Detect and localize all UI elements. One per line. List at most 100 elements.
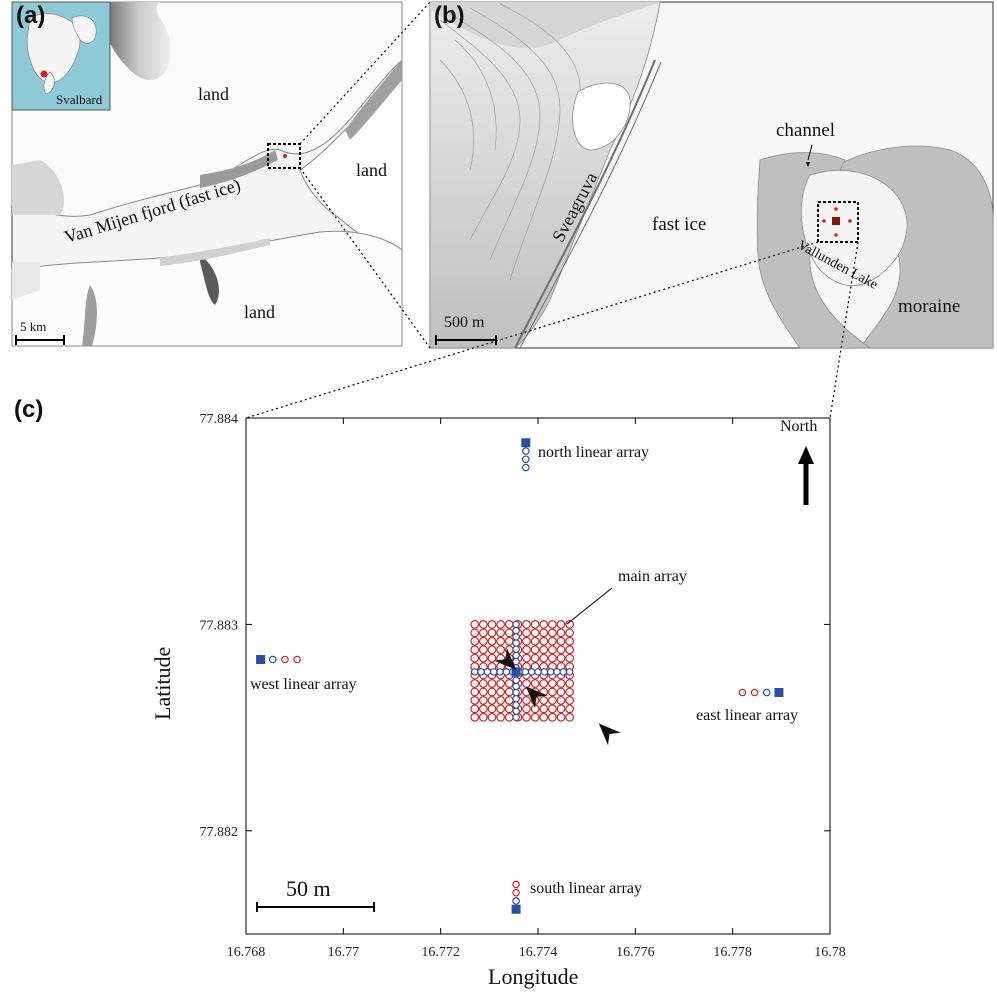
x-axis-label: Longitude — [488, 964, 579, 989]
main-array-sensor — [539, 712, 549, 722]
main-array-sensor — [547, 645, 557, 655]
north-label: North — [780, 418, 818, 435]
main-array-sensor — [478, 645, 488, 655]
x-tick-label: 16.776 — [616, 945, 655, 960]
x-tick-label: 16.778 — [713, 945, 752, 960]
sensor-array-chart: 16.768 16.77 16.772 16.774 16.776 16.778 16.78… — [200, 412, 846, 960]
main-array-sensor — [547, 695, 557, 705]
y-tick-label: 77.884 — [200, 412, 239, 427]
cross-sensor-ew — [502, 668, 511, 676]
x-tick-label: 16.774 — [519, 945, 558, 960]
main-array-sensor — [496, 620, 506, 629]
cross-sensor-ns — [512, 688, 520, 697]
scale-bar-b — [435, 335, 497, 345]
cross-sensor-ns — [512, 639, 520, 647]
linear-array-square — [511, 904, 521, 914]
main-array-sensor — [478, 712, 488, 722]
main-array-sensor — [530, 712, 540, 722]
x-axis-ticks: 16.768 16.77 16.772 16.774 16.776 16.778 16.78 — [227, 418, 846, 960]
label-north-array: north linear array — [538, 444, 650, 461]
scale-label-b: 500 m — [444, 314, 485, 331]
main-array-sensor — [547, 628, 557, 638]
main-array-sensor — [539, 704, 549, 714]
linear-array-sensor — [522, 455, 530, 464]
main-array-sensor — [530, 679, 540, 688]
main-array-sensor — [470, 695, 480, 705]
main-array-sensor — [522, 653, 531, 663]
main-array-sensor — [565, 704, 575, 714]
main-array-sensor — [522, 695, 531, 705]
main-array-sensor — [487, 636, 497, 646]
main-array-sensor — [556, 704, 566, 714]
cross-sensor-ns — [512, 645, 520, 653]
scale-label-a: 5 km — [20, 319, 47, 334]
main-array-sensor — [504, 620, 514, 629]
main-array-sensor — [530, 653, 540, 663]
y-axis-ticks: 77.882 77.883 77.884 — [200, 412, 830, 840]
linear-array-sensor — [281, 655, 289, 664]
main-array-sensor — [547, 679, 557, 688]
label-south-array: south linear array — [530, 880, 642, 897]
main-array-sensor — [565, 695, 575, 705]
panel-b-map — [429, 1, 994, 349]
cross-sensor-ns — [512, 651, 520, 660]
label-east-array: east linear array — [696, 707, 799, 724]
linear-array-sensor — [512, 888, 520, 897]
main-array-sensor — [496, 687, 506, 697]
main-array-sensor — [556, 695, 566, 705]
linear-array-square — [256, 654, 266, 664]
main-array-sensor — [547, 704, 557, 714]
cross-sensor-ns — [512, 682, 520, 691]
linear-array-sensor — [522, 463, 530, 472]
main-array-sensor — [556, 712, 566, 722]
main-array-sensor — [539, 695, 549, 705]
main-array-sensor — [565, 712, 575, 722]
cross-sensor-ns — [512, 657, 520, 666]
cross-sensor-ew — [527, 668, 536, 676]
main-array-sensor — [547, 687, 557, 697]
cross-sensor-ew — [540, 668, 549, 676]
main-array-sensor — [522, 645, 531, 655]
main-array-sensor — [556, 687, 566, 697]
scale-bar-c — [256, 902, 375, 912]
main-array-sensor — [478, 704, 488, 714]
panel-label-a: (a) — [16, 2, 46, 29]
main-array-sensor — [522, 712, 531, 722]
main-array-sensor — [547, 636, 557, 646]
main-array-sensor — [470, 704, 480, 714]
main-array-sensor — [470, 645, 480, 655]
main-array-sensor — [496, 636, 506, 646]
main-array-sensor — [565, 687, 575, 697]
main-array-sensor — [496, 645, 506, 655]
x-tick-label: 16.77 — [328, 945, 360, 960]
svalbard-inset-label: Svalbard — [56, 92, 103, 107]
main-array-sensor — [539, 653, 549, 663]
direction-arrows — [494, 647, 621, 746]
main-array-sensor — [565, 628, 575, 638]
linear-array-sensor — [762, 688, 771, 697]
main-array-sensor — [522, 620, 531, 629]
place-label-land-east: land — [356, 160, 387, 180]
main-array-sensor — [504, 704, 514, 714]
label-west-array: west linear array — [250, 676, 357, 693]
panel-label-b: (b) — [434, 2, 465, 29]
main-array-sensor — [565, 636, 575, 646]
main-array-sensor — [547, 620, 557, 629]
main-array-sensor — [504, 687, 514, 697]
main-array-sensor — [539, 645, 549, 655]
vallunden-lake — [800, 169, 908, 287]
main-array-sensor — [556, 679, 566, 688]
svalbard-inset — [11, 1, 111, 111]
svalbard-location-dot — [40, 70, 48, 78]
panel-a-map — [11, 1, 403, 347]
main-array-sensor — [470, 628, 480, 638]
cross-sensor-ew — [470, 668, 479, 676]
main-array-sensor — [556, 636, 566, 646]
linear-array-sensor — [738, 688, 747, 697]
main-array-sensor — [496, 628, 506, 638]
linear-array-sensor — [750, 688, 759, 697]
cross-sensor-ns — [512, 620, 520, 629]
y-axis-label: Latitude — [150, 646, 175, 720]
main-array-sensor — [504, 695, 514, 705]
main-array-sensor — [547, 653, 557, 663]
